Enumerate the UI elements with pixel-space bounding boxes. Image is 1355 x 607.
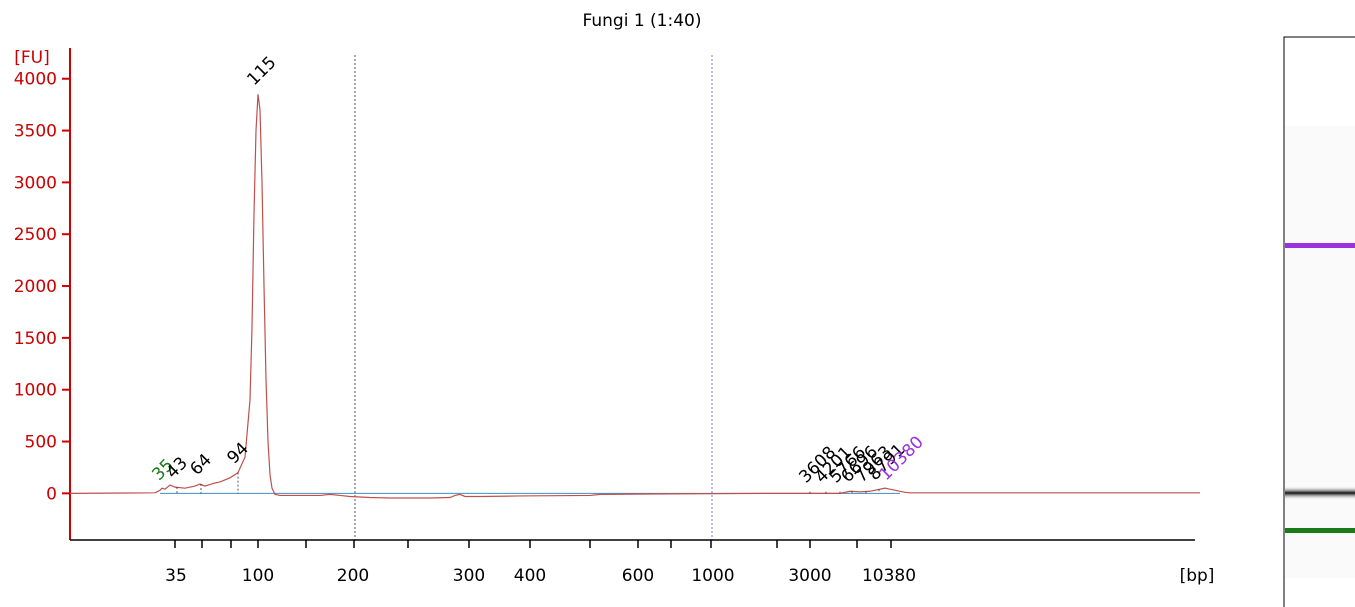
x-tick-label: 10380 — [862, 566, 916, 586]
y-tick-label: 500 — [25, 433, 57, 453]
peak-label: 94 — [223, 439, 252, 468]
y-tick-label: 3500 — [14, 122, 57, 142]
y-tick-label: 1000 — [14, 381, 57, 401]
peak-label: 115 — [243, 53, 280, 90]
x-tick-label: 1000 — [691, 566, 734, 586]
y-tick-label: 4000 — [14, 70, 57, 90]
x-tick-label: 300 — [453, 566, 485, 586]
gel-band-upper-marker — [1285, 243, 1355, 248]
gel-band-lower-marker — [1285, 528, 1355, 533]
y-tick-label: 2500 — [14, 225, 57, 245]
chart-title: Fungi 1 (1:40) — [583, 11, 702, 31]
signal-trace — [69, 94, 1200, 499]
y-tick-label: 1500 — [14, 329, 57, 349]
y-axis-label: [FU] — [14, 48, 50, 68]
peak-label: 64 — [186, 450, 215, 479]
x-tick-label: 35 — [165, 566, 187, 586]
x-tick-label: 100 — [242, 566, 274, 586]
x-tick-label: 600 — [622, 566, 654, 586]
gel-lane-background — [1285, 126, 1355, 578]
x-tick-label: 400 — [514, 566, 546, 586]
x-tick-label: 3000 — [788, 566, 831, 586]
gel-band-main — [1285, 486, 1355, 500]
y-tick-label: 0 — [46, 484, 57, 504]
x-tick-label: 200 — [337, 566, 369, 586]
y-tick-label: 2000 — [14, 277, 57, 297]
x-axis-label: [bp] — [1180, 566, 1215, 586]
y-tick-label: 3000 — [14, 173, 57, 193]
